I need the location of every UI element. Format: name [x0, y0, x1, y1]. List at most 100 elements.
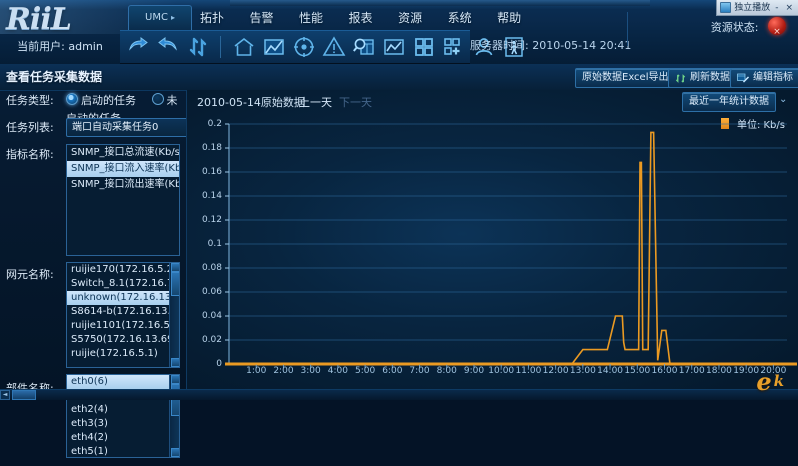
menu-item-system[interactable]: 系统 [447, 11, 472, 25]
element-listbox[interactable]: ruijie170(172.16.5.251) Switch_8.1(172.1… [66, 262, 180, 368]
indicator-label: 指标名称: [6, 148, 54, 161]
list-item[interactable]: eth3(3) [71, 418, 108, 429]
exit-icon[interactable] [502, 35, 526, 59]
app-header: RiiL UMC ▸ 拓扑 告警 性能 报表 资源 系统 帮助 当前用户: adm… [0, 0, 798, 65]
y-tick-label: 0 [216, 359, 222, 369]
x-tick-label: 1:00 [246, 366, 267, 376]
task-list-label: 任务列表: [6, 121, 54, 134]
component-scrollbar[interactable] [169, 375, 179, 457]
chart-image-icon[interactable] [262, 35, 286, 59]
component-listbox[interactable]: eth0(6) eth1(5) eth2(4) eth3(3) eth4(2) … [66, 374, 180, 458]
export-excel-button[interactable]: 原始数据Excel导出 [575, 68, 676, 88]
status-badge[interactable]: × [768, 17, 786, 37]
current-user-label: 当前用户: admin [17, 40, 103, 53]
scroll-up-arrow-icon[interactable] [171, 263, 179, 272]
floating-player-window[interactable]: 独立播放 - × [716, 0, 798, 16]
y-tick-label: 0.14 [201, 191, 222, 201]
y-tick-label: 0.2 [207, 119, 222, 129]
list-item[interactable]: unknown(172.16.13.134) [67, 291, 179, 305]
y-tick-label: 0.04 [201, 311, 222, 321]
task-type-label: 任务类型: [6, 94, 54, 107]
menu-item-resource[interactable]: 资源 [398, 11, 423, 25]
warning-triangle-icon[interactable] [322, 35, 346, 59]
scroll-down-arrow-icon[interactable] [171, 358, 179, 367]
forward-arrow-icon[interactable] [156, 35, 180, 59]
legend-color-swatch [720, 118, 729, 129]
minimize-icon[interactable]: - [775, 2, 779, 13]
close-icon[interactable]: × [785, 2, 793, 13]
watermark-k-glyph: k [773, 372, 784, 390]
refresh-icon[interactable] [186, 35, 210, 59]
refresh-data-icon [675, 73, 686, 83]
product-tab-label: UMC [145, 12, 168, 23]
x-tick-label: 14:00 [597, 366, 624, 376]
list-item[interactable]: SNMP_接口总流速(Kb/s) [71, 147, 180, 158]
menu-item-alarm[interactable]: 告警 [249, 11, 274, 25]
list-item[interactable]: ruijie(172.16.5.1) [71, 348, 158, 359]
chart-legend: 单位: Kb/s [720, 116, 785, 131]
chart-header: 2010-05-14原始数据 上一天 下一天 最近一年统计数据 ⌄ [187, 90, 798, 114]
x-tick-label: 5:00 [354, 366, 376, 376]
scroll-down-arrow-icon[interactable] [171, 448, 179, 457]
watermark: e k [756, 367, 784, 396]
x-tick-label: 8:00 [436, 366, 457, 376]
resource-status-label: 资源状态: [710, 21, 759, 34]
target-icon[interactable] [292, 35, 316, 59]
status-bar-left: ◄ [0, 390, 36, 400]
list-item[interactable]: eth5(1) [71, 446, 108, 457]
data-series-line [237, 131, 785, 365]
product-tab-umc[interactable]: UMC ▸ [128, 5, 192, 30]
task-type-radio-started[interactable] [66, 93, 78, 105]
menu-item-help[interactable]: 帮助 [497, 11, 522, 25]
menu-item-performance[interactable]: 性能 [299, 11, 324, 25]
edit-indicator-icon [737, 73, 749, 83]
x-tick-label: 9:00 [463, 366, 485, 376]
y-tick-label: 0.06 [201, 287, 222, 297]
y-tick-label: 0.1 [207, 239, 222, 249]
task-list-value: 端口自动采集任务0 [72, 122, 159, 133]
x-tick-label: 17:00 [678, 366, 705, 376]
list-item[interactable]: eth0(6) [67, 375, 169, 389]
line-chart-icon[interactable] [382, 35, 406, 59]
x-tick-label: 12:00 [542, 366, 569, 376]
element-scrollbar[interactable] [169, 263, 179, 367]
list-item[interactable]: S5750(172.16.13.69) [71, 334, 178, 345]
x-tick-label: 18:00 [705, 366, 732, 376]
menu-item-report[interactable]: 报表 [348, 11, 373, 25]
list-item[interactable]: SNMP_接口流出速率(Kb/s) [71, 179, 179, 190]
list-item[interactable]: Switch_8.1(172.16.7.15) [71, 278, 179, 289]
list-item[interactable]: eth4(2) [71, 432, 108, 443]
chevron-down-icon[interactable]: ⌄ [779, 94, 788, 105]
scrollbar-thumb[interactable] [171, 272, 179, 296]
scroll-left-arrow-icon[interactable]: ◄ [0, 390, 10, 400]
list-item[interactable]: SNMP_接口流入速率(Kb/s) [67, 161, 179, 177]
user-icon[interactable] [472, 35, 496, 59]
task-list-select[interactable]: 端口自动采集任务0 [66, 118, 201, 137]
list-item[interactable]: eth2(4) [71, 404, 108, 415]
home-icon[interactable] [232, 35, 256, 59]
task-type-option-started[interactable]: 启动的任务 [81, 94, 136, 107]
x-tick-label: 2:00 [273, 366, 294, 376]
prev-day-link[interactable]: 上一天 [299, 96, 332, 109]
list-item[interactable]: ruijie1101(172.16.5.223) [71, 320, 179, 331]
header-top-strip [230, 0, 650, 6]
horizontal-scrollbar-thumb[interactable] [12, 390, 36, 400]
filter-panel: 任务类型: 启动的任务 未启动的任务 任务列表: 端口自动采集任务0 指标名称:… [0, 90, 201, 458]
menu-item-topology[interactable]: 拓扑 [200, 11, 225, 25]
back-arrow-icon[interactable] [126, 35, 150, 59]
floating-window-title: 独立播放 [734, 2, 771, 13]
indicator-listbox[interactable]: SNMP_接口总流速(Kb/s) SNMP_接口流入速率(Kb/s) SNMP_… [66, 144, 180, 256]
x-tick-label: 6:00 [382, 366, 403, 376]
grid-icon[interactable] [412, 35, 436, 59]
refresh-data-button[interactable]: 刷新数据 [668, 68, 737, 88]
status-bar: ◄ [0, 389, 798, 400]
y-tick-label: 0.18 [201, 143, 222, 153]
grid-add-icon[interactable] [442, 35, 466, 59]
search-panel-icon[interactable] [352, 35, 376, 59]
list-item[interactable]: ruijie170(172.16.5.251) [71, 264, 180, 275]
edit-indicator-button[interactable]: 编辑指标 [730, 68, 798, 88]
scroll-up-arrow-icon[interactable] [171, 375, 179, 384]
yearly-stats-button[interactable]: 最近一年统计数据 [682, 92, 776, 112]
task-type-radio-not-started[interactable] [151, 93, 164, 105]
list-item[interactable]: S8614-b(172.16.13.66) [71, 306, 180, 317]
